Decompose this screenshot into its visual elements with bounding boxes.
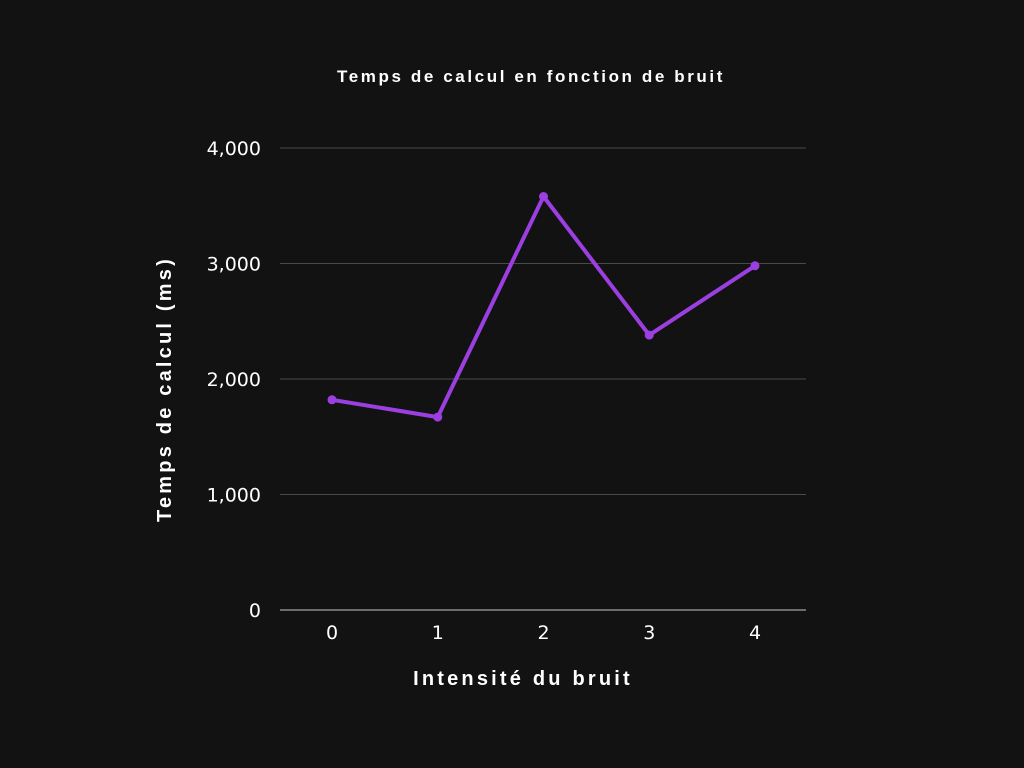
y-tick-label: 0 — [249, 600, 261, 622]
x-tick-label: 0 — [326, 622, 338, 644]
series-line — [330, 194, 757, 420]
y-tick-label: 2,000 — [207, 369, 261, 391]
x-axis-ticks: 0 1 2 3 4 — [326, 622, 761, 644]
data-point — [433, 412, 443, 422]
y-axis-ticks: 0 1,000 2,000 3,000 4,000 — [207, 138, 261, 622]
x-tick-label: 3 — [643, 622, 655, 644]
data-point — [327, 395, 337, 405]
y-tick-label: 1,000 — [207, 485, 261, 507]
chart-title: Temps de calcul en fonction de bruit — [337, 67, 725, 86]
x-tick-label: 1 — [432, 622, 444, 644]
x-tick-label: 2 — [537, 622, 549, 644]
gridlines — [280, 147, 806, 611]
data-point — [644, 330, 654, 340]
y-tick-label: 3,000 — [207, 254, 261, 276]
data-point — [539, 192, 548, 202]
data-point — [750, 261, 760, 271]
x-axis-label: Intensité du bruit — [413, 668, 633, 690]
y-tick-label: 4,000 — [207, 138, 261, 160]
x-tick-label: 4 — [749, 622, 761, 644]
data-series — [327, 192, 760, 422]
y-axis-label: Temps de calcul (ms) — [154, 256, 176, 522]
